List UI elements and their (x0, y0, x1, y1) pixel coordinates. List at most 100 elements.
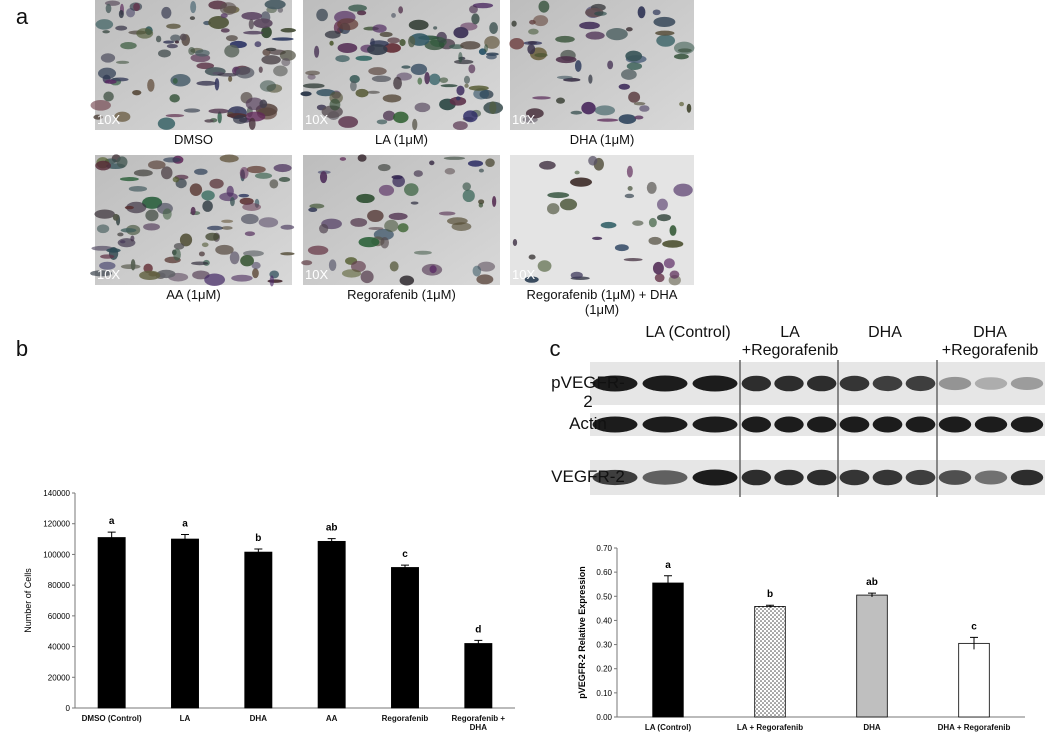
micrograph-caption: LA (1μM) (374, 132, 428, 147)
cell (456, 85, 465, 96)
cell (511, 20, 517, 27)
blot-band (592, 375, 638, 392)
cell (464, 83, 469, 88)
cell (428, 73, 441, 86)
cell (120, 264, 141, 270)
cell (163, 40, 175, 44)
cell (338, 116, 359, 128)
error-bar (474, 639, 483, 647)
cell (169, 94, 180, 103)
cell (214, 78, 220, 91)
cell (261, 55, 281, 65)
blot-band (774, 375, 804, 392)
cell (238, 193, 250, 198)
y-tick-label: 100000 (43, 550, 70, 559)
cell (116, 60, 130, 64)
cell (253, 18, 273, 28)
cell (408, 19, 429, 31)
panel-label: b (15, 336, 29, 361)
cell (570, 271, 583, 279)
cell (656, 198, 668, 211)
cell (324, 30, 341, 39)
cell (606, 27, 628, 41)
error-bar (766, 604, 774, 608)
cell (581, 101, 596, 115)
x-tick-label: DHA + Regorafenib (937, 723, 1011, 732)
cell (198, 251, 205, 257)
error-bar (970, 636, 978, 650)
cell (225, 35, 238, 42)
blot-band (806, 375, 837, 392)
cell (166, 23, 181, 29)
blot-band (938, 416, 972, 433)
y-tick-label: 80000 (48, 581, 71, 590)
cell (430, 36, 447, 48)
cell (468, 85, 489, 91)
cell (319, 223, 329, 234)
cell (195, 49, 210, 57)
cell (337, 42, 358, 53)
cell (132, 89, 142, 96)
cell (156, 269, 176, 279)
cell (95, 19, 114, 30)
cell (189, 16, 196, 21)
blot-band (741, 469, 772, 486)
cell (355, 55, 373, 61)
cell (248, 117, 256, 130)
cell (592, 236, 603, 241)
cell (202, 200, 213, 212)
cell (652, 9, 661, 16)
cell (360, 270, 374, 284)
cell (433, 26, 438, 30)
magnification-label: 10X (97, 112, 121, 127)
cell (467, 160, 484, 167)
cell (626, 62, 643, 71)
cell (111, 77, 129, 82)
cell (455, 96, 461, 101)
cell (161, 166, 173, 180)
cell (219, 2, 237, 16)
magnification-label: 10X (305, 267, 329, 282)
cell (142, 196, 163, 209)
cell (302, 83, 325, 89)
cell (162, 208, 172, 220)
cell (307, 74, 316, 80)
blot-band (592, 416, 638, 433)
micrograph-caption: AA (1μM) (166, 287, 221, 302)
blot-band (839, 469, 870, 486)
y-tick-label: 120000 (43, 520, 70, 529)
cell (451, 222, 472, 231)
cell (112, 213, 119, 221)
cell (240, 213, 259, 225)
cell (243, 250, 264, 257)
significance-letter: c (971, 621, 977, 632)
cell (628, 91, 641, 103)
cell (468, 64, 476, 74)
cell (528, 254, 536, 260)
y-tick-label: 0.50 (596, 592, 612, 601)
cell (188, 47, 196, 55)
blot-band (741, 416, 772, 433)
cell (115, 25, 128, 31)
cell (305, 70, 320, 76)
micrograph-caption: Regorafenib (1μM) (347, 287, 456, 302)
blot-band (905, 469, 936, 486)
magnification-label: 10X (512, 267, 536, 282)
cell (512, 238, 518, 247)
cell (656, 34, 676, 47)
blot-group-label: DHA (868, 324, 902, 341)
cell (96, 224, 110, 234)
cell (413, 250, 432, 255)
cell (356, 193, 375, 204)
cell (639, 105, 650, 112)
cell (220, 28, 230, 33)
y-tick-label: 0.20 (596, 665, 612, 674)
cell (378, 184, 395, 196)
cell (380, 236, 389, 249)
cell (367, 209, 384, 222)
cell (476, 274, 494, 285)
cell (546, 203, 560, 215)
cell (219, 154, 239, 163)
cell (309, 203, 325, 209)
cell (235, 66, 255, 79)
